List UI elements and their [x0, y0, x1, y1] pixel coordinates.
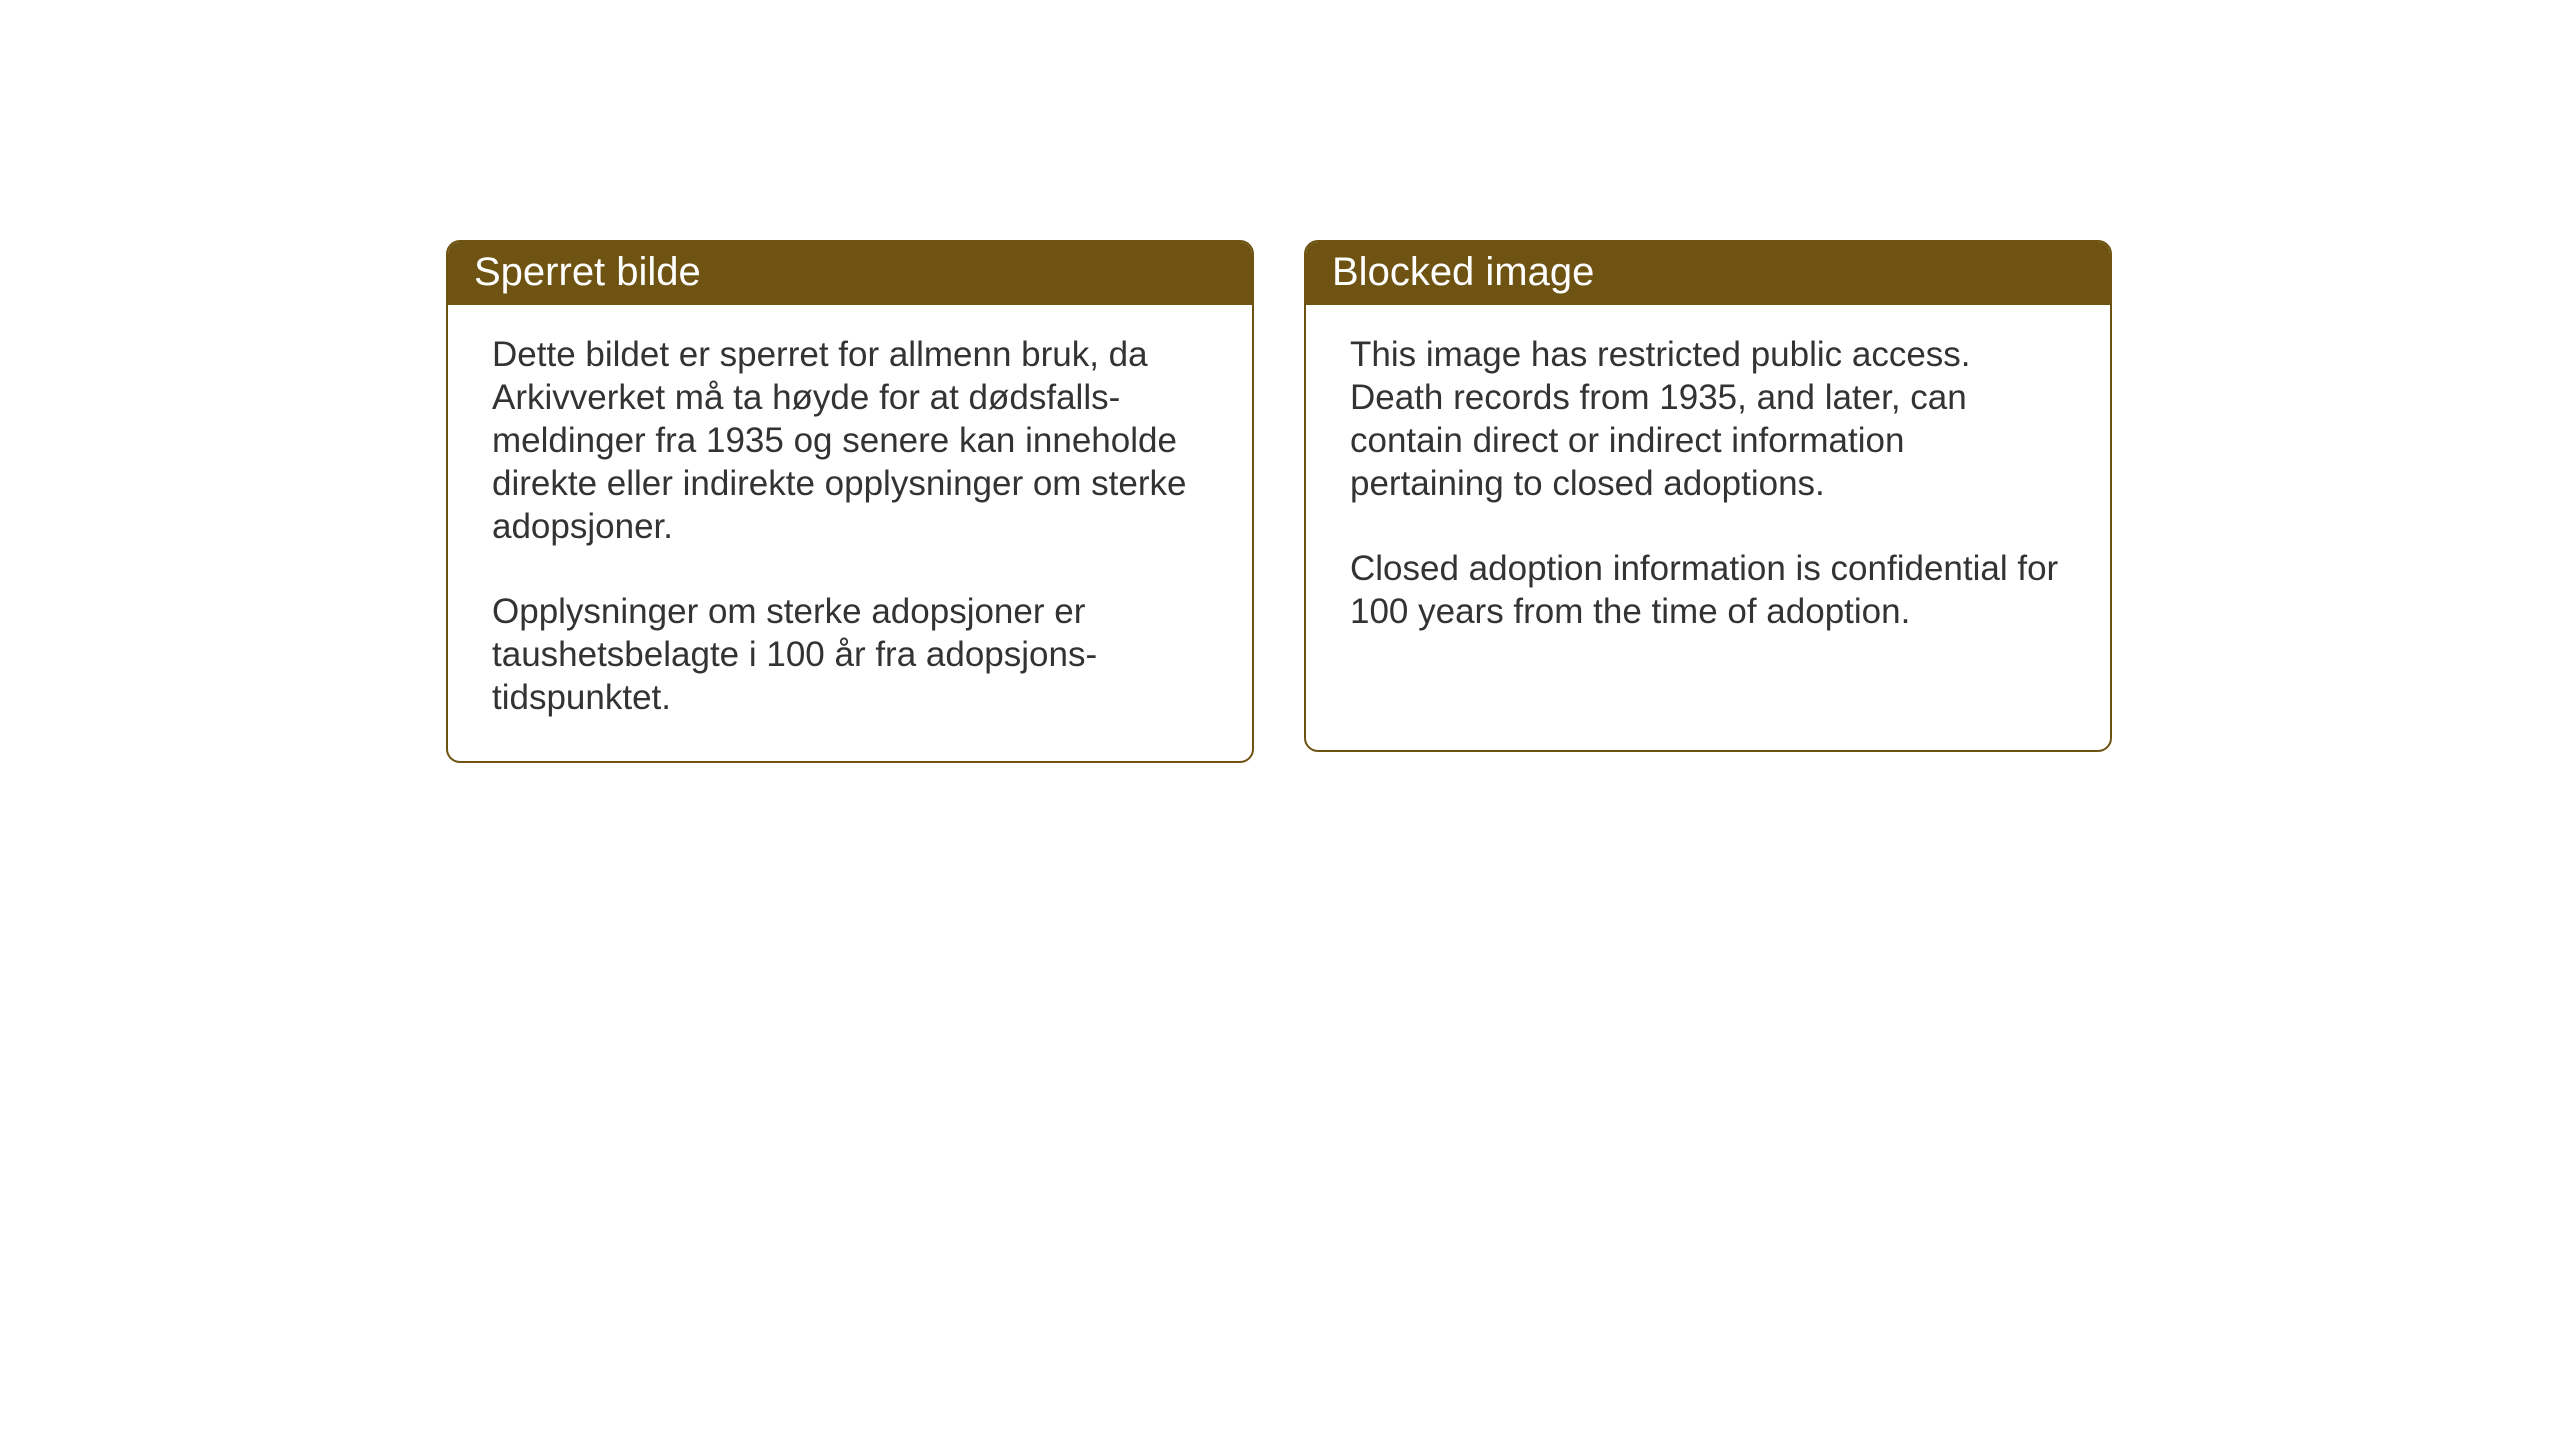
notice-card-english: Blocked image This image has restricted …: [1304, 240, 2112, 752]
notice-body-english: This image has restricted public access.…: [1306, 305, 2110, 675]
notice-paragraph-2-english: Closed adoption information is confident…: [1350, 547, 2066, 633]
notice-container: Sperret bilde Dette bildet er sperret fo…: [446, 240, 2112, 763]
notice-title-norwegian: Sperret bilde: [474, 250, 701, 294]
notice-header-english: Blocked image: [1306, 242, 2110, 305]
notice-title-english: Blocked image: [1332, 250, 1594, 294]
notice-paragraph-1-english: This image has restricted public access.…: [1350, 333, 2066, 505]
notice-paragraph-2-norwegian: Opplysninger om sterke adopsjoner er tau…: [492, 590, 1208, 719]
notice-header-norwegian: Sperret bilde: [448, 242, 1252, 305]
notice-card-norwegian: Sperret bilde Dette bildet er sperret fo…: [446, 240, 1254, 763]
notice-paragraph-1-norwegian: Dette bildet er sperret for allmenn bruk…: [492, 333, 1208, 548]
notice-body-norwegian: Dette bildet er sperret for allmenn bruk…: [448, 305, 1252, 761]
